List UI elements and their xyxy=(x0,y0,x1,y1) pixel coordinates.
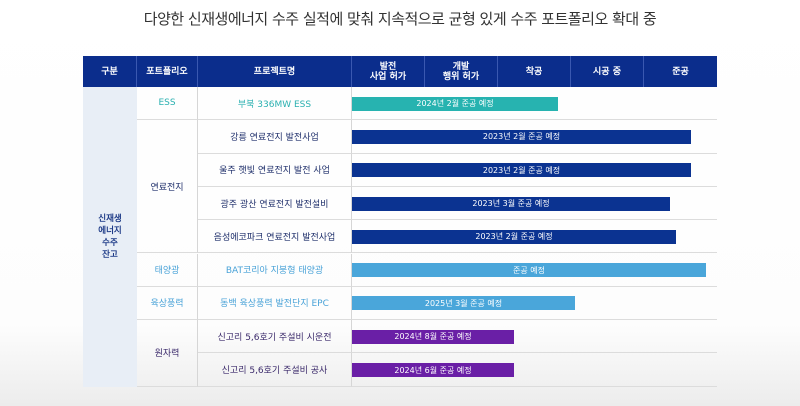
project-name-cell: 동백 육상풍력 발전단지 EPC xyxy=(198,286,352,321)
header-project: 프로젝트명 xyxy=(198,56,352,87)
header-portfolio: 포트폴리오 xyxy=(137,56,198,87)
project-name-cell: BAT코리아 지붕형 태양광 xyxy=(198,253,352,287)
portfolio-cell: 태양광 xyxy=(137,253,198,287)
progress-bar: 2024년 2월 준공 예정 xyxy=(352,96,558,111)
portfolio-cell: 연료전지 xyxy=(137,120,198,254)
grid-row xyxy=(352,287,717,321)
header-stage-start: 착공 xyxy=(498,56,571,87)
progress-bar: 2023년 2월 준공 예정 xyxy=(352,163,691,178)
category-label: 신재생 에너지 수주 잔고 xyxy=(83,87,137,387)
project-name-cell: 음성에코파크 연료전지 발전사업 xyxy=(198,220,352,254)
grid-row xyxy=(352,87,717,121)
grid-row xyxy=(352,353,717,387)
progress-bar: 2023년 2월 준공 예정 xyxy=(352,129,691,144)
grid-row xyxy=(352,120,717,154)
progress-bar: 2024년 6월 준공 예정 xyxy=(352,363,514,378)
project-name-cell: 광주 광산 연료전지 발전설비 xyxy=(198,186,352,221)
header-stage-permit: 발전 사업 허가 xyxy=(352,56,425,87)
portfolio-cell: 원자력 xyxy=(137,320,198,387)
grid-row xyxy=(352,187,717,221)
portfolio-cell: 육상풍력 xyxy=(137,286,198,321)
grid-row xyxy=(352,220,717,254)
project-name-cell: 신고리 5,6호기 주설비 시운전 xyxy=(198,320,352,354)
project-name-cell: 부북 336MW ESS xyxy=(198,87,352,121)
grid-row xyxy=(352,320,717,354)
project-name-cell: 울주 햇빛 연료전지 발전 사업 xyxy=(198,153,352,187)
project-name-cell: 신고리 5,6호기 주설비 공사 xyxy=(198,353,352,387)
portfolio-cell: ESS xyxy=(137,87,198,121)
page-title: 다양한 신재생에너지 수주 실적에 맞춰 지속적으로 균형 있게 수주 포트폴리… xyxy=(143,10,657,28)
project-name-cell: 강릉 연료전지 발전사업 xyxy=(198,120,352,154)
progress-bar: 2023년 3월 준공 예정 xyxy=(352,196,670,211)
progress-bar: 2023년 2월 준공 예정 xyxy=(352,229,676,244)
progress-bar: 2025년 3월 준공 예정 xyxy=(352,296,575,311)
grid-row xyxy=(352,254,717,287)
grid-row xyxy=(352,154,717,187)
header-category: 구분 xyxy=(83,56,137,87)
header-stage-dev-permit: 개발 행위 허가 xyxy=(425,56,498,87)
header-stage-construction: 시공 중 xyxy=(571,56,644,87)
portfolio-table: 구분 포트폴리오 프로젝트명 발전 사업 허가 개발 행위 허가 착공 시공 중… xyxy=(83,56,717,387)
progress-bar: 준공 예정 xyxy=(352,263,706,278)
header-stage-complete: 준공 xyxy=(644,56,717,87)
progress-bar: 2024년 8월 준공 예정 xyxy=(352,329,514,344)
